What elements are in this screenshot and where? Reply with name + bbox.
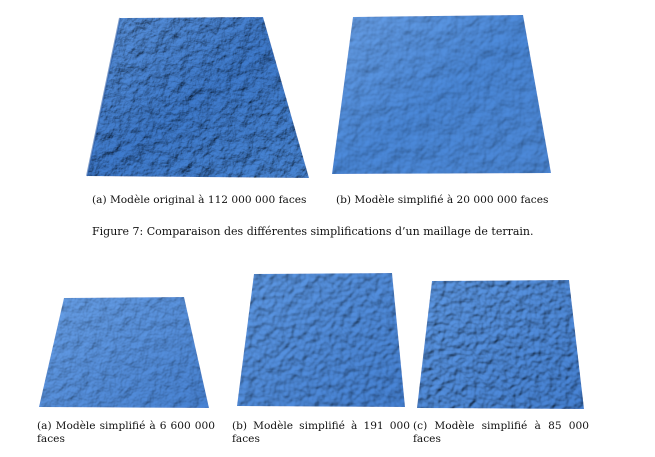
fig8-panel-c-caption: (c) Modèle simplifié à 85 000 faces [413, 420, 589, 445]
fig7-panel-b-caption: (b) Modèle simplifié à 20 000 000 faces [336, 194, 549, 206]
figure-7-caption: Figure 7: Comparaison des différentes si… [92, 225, 534, 238]
terrain-simplified-6600k-mesh [39, 297, 209, 408]
fig7-panel-a-caption: (a) Modèle original à 112 000 000 faces [92, 194, 307, 206]
fig8-panel-b-caption: (b) Modèle simplifié à 191 000 faces [232, 420, 410, 445]
terrain-original-mesh [86, 17, 309, 178]
fig8-panel-a-caption: (a) Modèle simplifié à 6 600 000 faces [37, 420, 215, 445]
terrain-simplified-85k-mesh [417, 280, 584, 409]
terrain-simplified-20m-mesh [332, 15, 551, 174]
terrain-simplified-191k-mesh [237, 273, 405, 407]
